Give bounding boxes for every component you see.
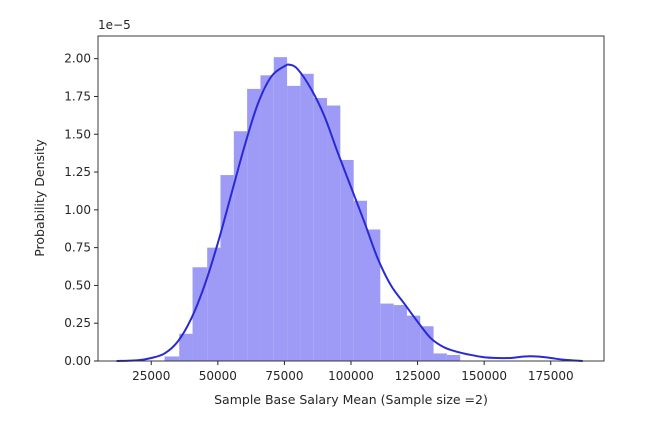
y-tick-label: 1.50 — [64, 127, 91, 141]
histogram-bar — [406, 315, 421, 361]
x-tick-label: 75000 — [265, 369, 303, 383]
histogram-bar — [207, 247, 221, 361]
histogram-bar — [366, 229, 381, 361]
y-axis-offset-label: 1e−5 — [98, 18, 131, 32]
histogram-bar — [393, 305, 407, 361]
y-tick-label: 1.00 — [64, 203, 91, 217]
histogram-bar — [247, 88, 261, 361]
y-axis-ticks: 0.00 0.25 0.50 0.75 1.00 1.25 1.50 1.75 2.00 — [64, 52, 98, 368]
x-tick-label: 150000 — [461, 369, 507, 383]
x-axis-ticks: 25000 50000 75000 100000 125000 150000 175000 — [132, 361, 574, 383]
histogram-bars — [164, 57, 461, 362]
y-axis-label: Probability Density — [32, 139, 47, 257]
histogram-bar — [287, 85, 301, 361]
y-tick-label: 2.00 — [64, 52, 91, 66]
y-tick-label: 0.50 — [64, 278, 91, 292]
y-tick-label: 0.00 — [64, 354, 91, 368]
histogram-bar — [260, 75, 274, 362]
y-tick-label: 1.25 — [64, 165, 91, 179]
histogram-bar — [380, 303, 394, 361]
histogram-bar — [446, 354, 461, 361]
histogram-bar — [164, 356, 180, 361]
histogram-bar — [233, 131, 248, 361]
histogram-bar — [300, 73, 314, 361]
histogram-bar — [433, 353, 447, 361]
x-tick-label: 25000 — [132, 369, 170, 383]
kde-curve — [116, 63, 583, 362]
histogram-bar — [353, 200, 367, 361]
y-tick-label: 0.75 — [64, 241, 91, 255]
y-tick-label: 1.75 — [64, 89, 91, 103]
x-axis-label: Sample Base Salary Mean (Sample size =2) — [214, 392, 488, 407]
histogram-bar — [273, 57, 288, 362]
histogram-bar — [420, 326, 434, 361]
histogram-bar — [179, 333, 193, 361]
y-tick-label: 0.25 — [64, 316, 91, 330]
x-tick-label: 175000 — [528, 369, 574, 383]
histogram-bar — [327, 105, 341, 361]
x-tick-label: 50000 — [199, 369, 237, 383]
histogram-bar — [313, 97, 328, 361]
x-tick-label: 100000 — [328, 369, 374, 383]
histogram-bar — [340, 159, 354, 361]
x-tick-label: 125000 — [395, 369, 441, 383]
histogram-bar — [220, 175, 234, 361]
